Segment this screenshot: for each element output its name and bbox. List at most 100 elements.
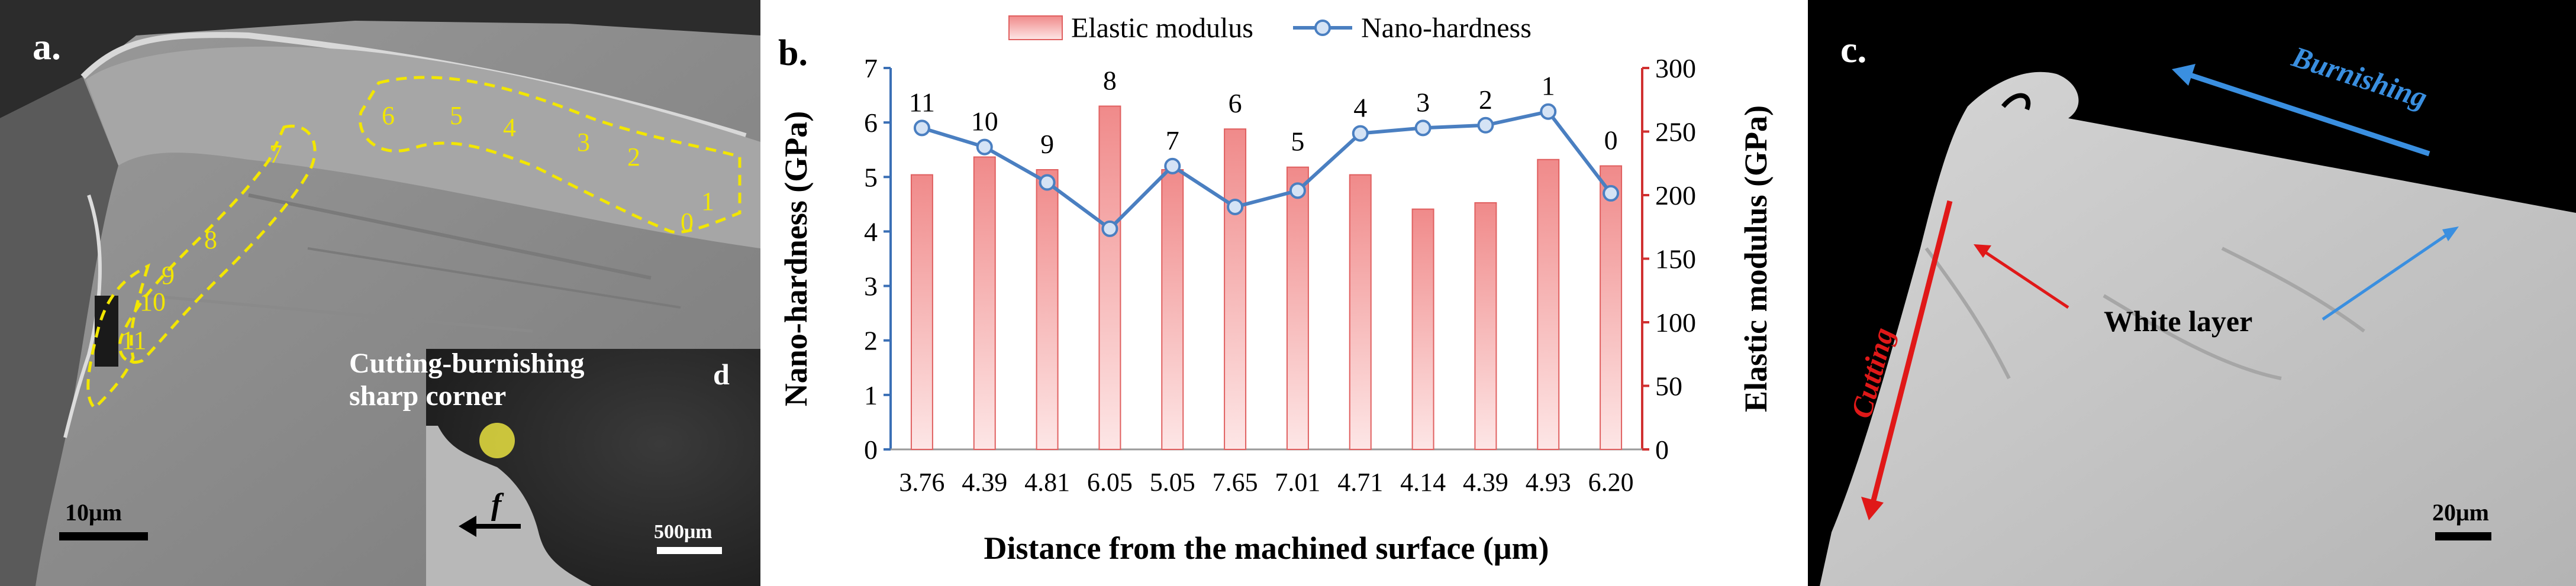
elastic-modulus-bar xyxy=(1349,174,1372,450)
right-tick-label: 100 xyxy=(1655,307,1696,338)
elastic-modulus-bar xyxy=(1098,105,1121,450)
panel-c-material xyxy=(1820,72,2576,586)
elastic-modulus-bar xyxy=(1224,128,1247,450)
panel-a-streak xyxy=(307,247,681,309)
feed-symbol: f xyxy=(491,488,504,522)
legend-swatch-elastic-modulus xyxy=(1008,15,1063,40)
nano-hardness-point xyxy=(1101,220,1118,237)
point-label: 0 xyxy=(1604,125,1618,156)
annotation-region-7-8 xyxy=(118,124,317,364)
panel-c-scale-bar xyxy=(2435,532,2491,540)
x-tick-label: 7.01 xyxy=(1275,468,1320,497)
white-layer-label: White layer xyxy=(2104,305,2252,338)
inset-d-tool xyxy=(426,426,592,586)
inset-d-corner-marker xyxy=(479,423,515,458)
elastic-modulus-bar xyxy=(1036,169,1059,450)
region-number-10: 10 xyxy=(140,287,166,316)
elastic-modulus-bar xyxy=(1411,208,1434,450)
white-layer-pointer-red xyxy=(1978,247,2069,309)
nano-hardness-point xyxy=(913,119,930,137)
x-tick-label: 6.20 xyxy=(1588,468,1634,497)
region-number-4: 4 xyxy=(503,113,516,142)
panel-a-scale-label: 10μm xyxy=(65,499,122,526)
panel-b-chart: b. 0 1 2 3 4 5 6 7 0 50 100 150 200 250 300 3.76 4.39 4.8… xyxy=(760,0,1808,586)
point-label: 5 xyxy=(1291,127,1304,157)
left-tick-label: 6 xyxy=(864,108,878,138)
nano-hardness-point xyxy=(1164,157,1181,174)
region-number-9: 9 xyxy=(162,261,175,290)
left-tick-label: 3 xyxy=(864,271,878,302)
panel-b-label: b. xyxy=(778,33,808,73)
x-tick-label: 4.14 xyxy=(1400,468,1446,497)
point-label: 6 xyxy=(1229,88,1242,118)
x-tick-label: 4.39 xyxy=(1463,468,1508,497)
panel-a-label: a. xyxy=(33,25,61,67)
region-number-2: 2 xyxy=(627,143,640,171)
elastic-modulus-bar xyxy=(1161,169,1184,450)
right-tick-label: 50 xyxy=(1655,371,1682,402)
nano-hardness-point xyxy=(1352,125,1369,142)
panel-a-scale-bar xyxy=(59,532,148,540)
legend-label-elastic-modulus: Elastic modulus xyxy=(1071,12,1253,44)
point-label: 1 xyxy=(1542,71,1555,101)
inset-d: d 500μm f xyxy=(426,349,760,586)
right-tick-label: 300 xyxy=(1655,53,1696,83)
nano-hardness-point xyxy=(1289,182,1306,199)
legend-label-nano-hardness: Nano-hardness xyxy=(1361,12,1532,44)
panel-c-curl xyxy=(2001,93,2031,111)
x-axis-title: Distance from the machined surface (μm) xyxy=(984,530,1549,566)
left-tick-label: 2 xyxy=(864,326,878,356)
panel-c-label: c. xyxy=(1840,28,1866,70)
point-label: 7 xyxy=(1166,125,1179,156)
burnishing-arrow-head xyxy=(2172,64,2195,86)
x-tick-label: 4.93 xyxy=(1526,468,1571,497)
panel-a-streak xyxy=(147,294,533,333)
nano-hardness-point xyxy=(1227,198,1244,215)
right-tick-label: 0 xyxy=(1655,435,1669,465)
panel-a-sem-image: 0 1 2 3 4 5 6 7 8 9 10 11 a. 10μm d 500μ… xyxy=(0,0,760,586)
region-number-5: 5 xyxy=(450,101,463,130)
inset-d-scale-bar xyxy=(657,547,722,554)
panel-c-scale-label: 20μm xyxy=(2432,499,2489,526)
point-label: 11 xyxy=(909,87,935,117)
panel-a-left-edge xyxy=(0,77,118,586)
region-number-0: 0 xyxy=(681,208,694,237)
white-layer-pointer-blue xyxy=(2322,229,2454,321)
panel-a-streak xyxy=(248,193,652,280)
nano-hardness-point xyxy=(1603,184,1620,202)
region-number-1: 1 xyxy=(701,187,714,216)
point-label: 9 xyxy=(1040,129,1054,159)
cutting-arrow-head xyxy=(1861,497,1884,520)
left-y-axis-title: Nano-hardness (GPa) xyxy=(778,111,814,407)
nano-hardness-point xyxy=(1477,116,1494,134)
nano-hardness-point xyxy=(1414,119,1432,137)
point-label: 10 xyxy=(971,106,998,137)
left-tick-label: 0 xyxy=(864,435,878,465)
point-label: 3 xyxy=(1416,87,1430,117)
elastic-modulus-bar xyxy=(910,174,933,450)
panel-c-svg: c. Burnishing Cutting White layer 20μm xyxy=(1808,0,2576,586)
inset-d-label: d xyxy=(713,358,730,391)
right-y-axis-title: Elastic modulus (GPa) xyxy=(1738,105,1774,412)
left-tick-label: 4 xyxy=(864,216,878,247)
burnishing-arrow xyxy=(2185,71,2430,157)
nano-hardness-point xyxy=(976,138,993,156)
panel-a-svg: 0 1 2 3 4 5 6 7 8 9 10 11 a. 10μm d 500μ… xyxy=(0,0,760,586)
elastic-modulus-bar xyxy=(1537,158,1560,450)
panel-c-sem-image: c. Burnishing Cutting White layer 20μm xyxy=(1808,0,2576,586)
left-tick-label: 7 xyxy=(864,53,878,83)
cutting-arrow xyxy=(1870,200,1953,504)
elastic-modulus-bar xyxy=(973,156,996,450)
inset-d-scale-label: 500μm xyxy=(654,521,712,543)
legend-marker-nano-hardness xyxy=(1314,20,1331,36)
annotation-region-9-11 xyxy=(86,263,150,410)
right-tick-label: 250 xyxy=(1655,117,1696,147)
x-tick-label: 7.65 xyxy=(1213,468,1258,497)
panel-a-dark-region xyxy=(0,0,760,118)
x-tick-label: 4.71 xyxy=(1337,468,1383,497)
inset-caption-line1: Cutting-burnishing xyxy=(349,348,584,379)
region-number-3: 3 xyxy=(577,128,590,157)
panel-a-upper-slab xyxy=(86,46,760,248)
